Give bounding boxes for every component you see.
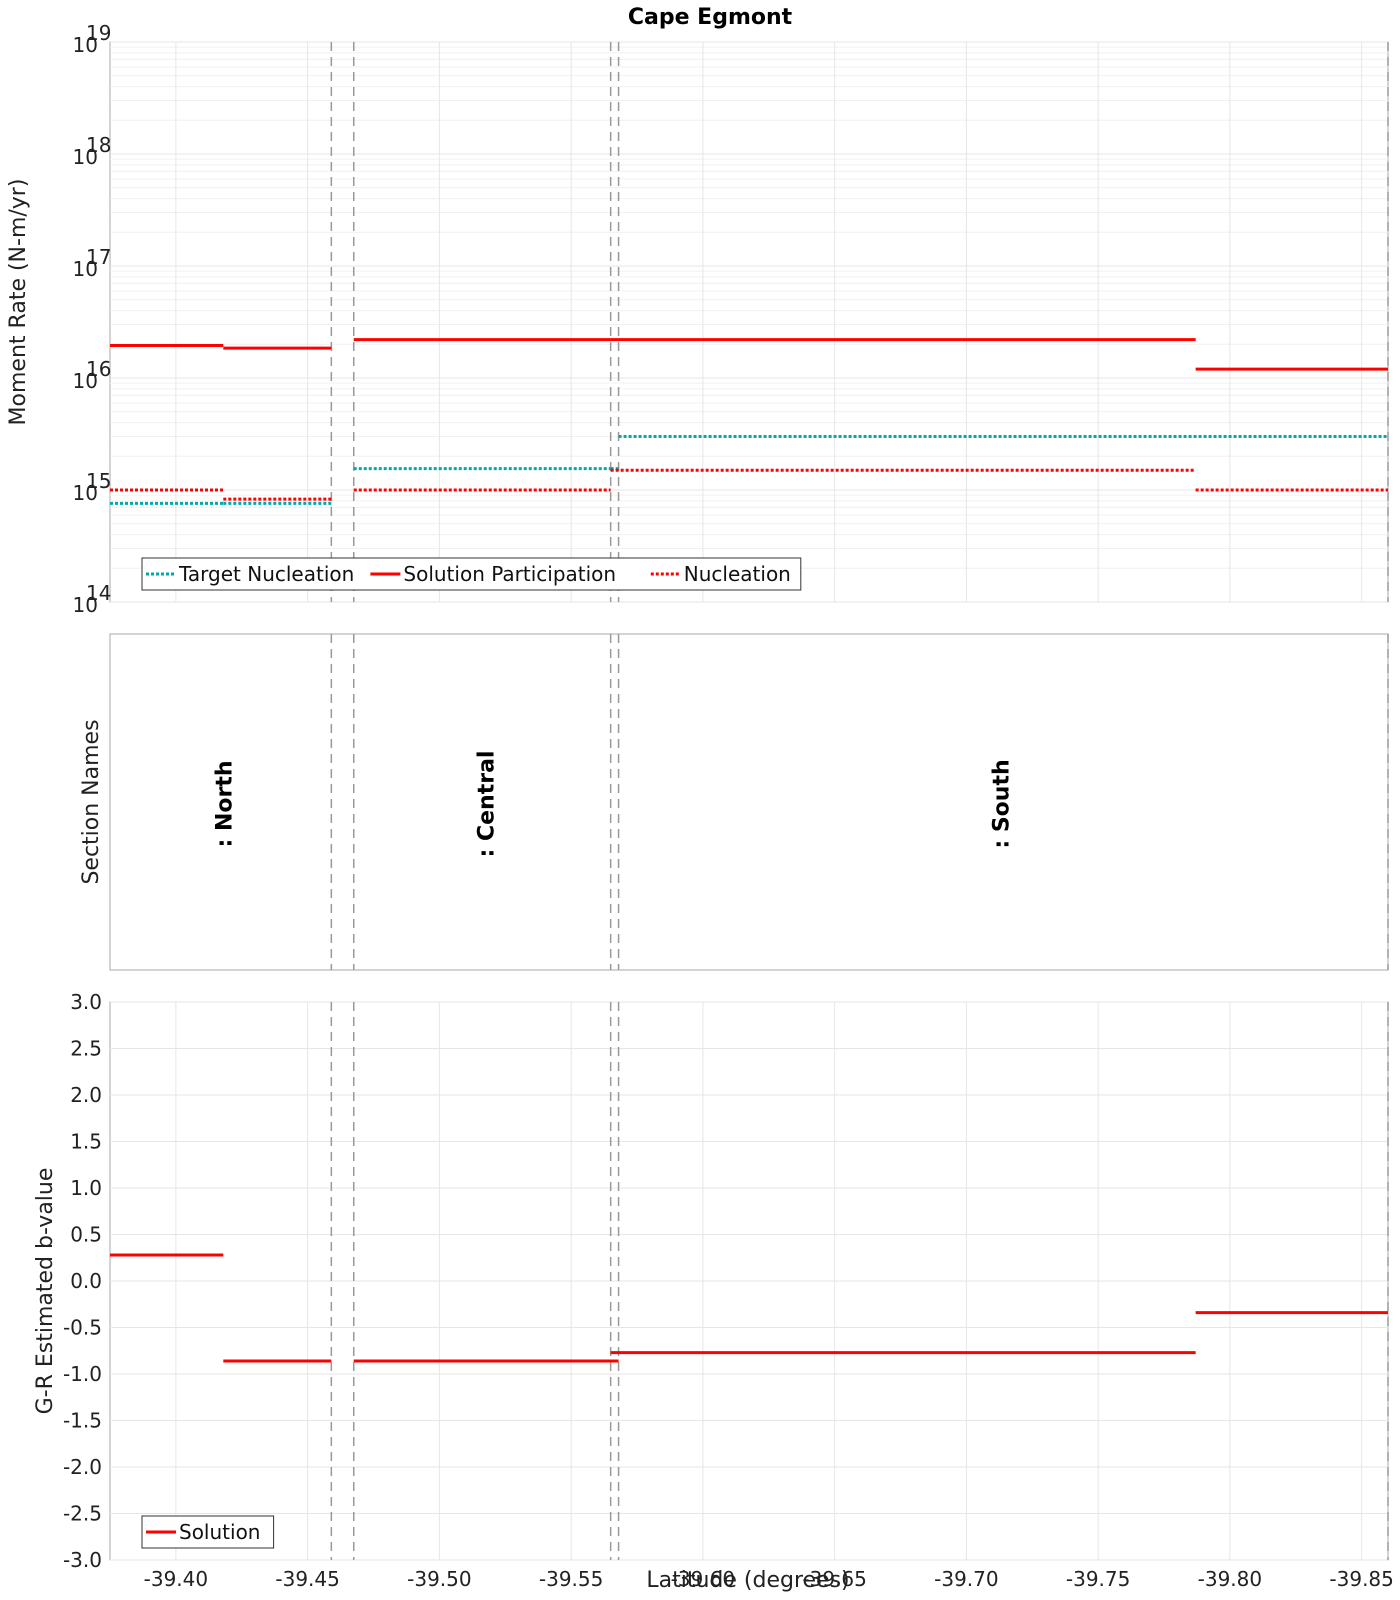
moment-plot-area: [109, 41, 1389, 603]
y-tick-label: -1.0: [63, 1362, 102, 1386]
y-tick-label: -1.5: [63, 1409, 102, 1433]
y-tick-exponent: 15: [86, 469, 111, 493]
y-tick-label: 1.0: [70, 1176, 102, 1200]
x-tick-label: -39.55: [539, 1567, 603, 1591]
sections-y-axis-title: Section Names: [79, 719, 104, 884]
y-tick-label: -3.0: [63, 1548, 102, 1572]
x-axis-title: Latitude (degrees): [646, 1568, 849, 1593]
y-tick-label: 1.5: [70, 1130, 102, 1154]
y-tick-label: 0.0: [70, 1269, 102, 1293]
y-tick-exponent: 17: [86, 245, 111, 269]
legend-box: [141, 557, 802, 591]
x-tick-label: -39.70: [934, 1567, 998, 1591]
legend-label: Nucleation: [684, 562, 791, 586]
x-tick-label: -39.80: [1198, 1567, 1262, 1591]
section-name-label: : North: [212, 760, 237, 847]
y-tick-label: -0.5: [63, 1316, 102, 1340]
x-tick-label: -39.75: [1066, 1567, 1130, 1591]
y-tick-exponent: 16: [86, 357, 111, 381]
y-tick-label: 2.0: [70, 1083, 102, 1107]
x-tick-label: -39.60: [671, 1567, 735, 1591]
plot-title: Cape Egmont: [628, 5, 793, 30]
legend-label: Target Nucleation: [178, 562, 354, 586]
y-tick-label: 3.0: [70, 990, 102, 1014]
y-tick-label: 10: [73, 145, 98, 169]
x-tick-label: -39.85: [1329, 1567, 1393, 1591]
y-tick-exponent: 18: [86, 133, 111, 157]
b-value-y-axis-title: G-R Estimated b-value: [33, 1168, 58, 1415]
y-tick-label: 10: [73, 257, 98, 281]
y-tick-label: 10: [73, 369, 98, 393]
b-value-panel: 3.0 2.5 2.0 1.5 1.0 0.5 0.0 -0.5 -1.0 -1.5 -2.0 -2.…: [33, 990, 1394, 1591]
x-tick-label: -39.45: [275, 1567, 339, 1591]
y-tick-label: -2.5: [63, 1502, 102, 1526]
section-name-label: : South: [990, 759, 1015, 848]
legend-label: Solution Participation: [403, 562, 616, 586]
y-tick-exponent: 19: [86, 21, 111, 45]
y-tick-label: 10: [73, 593, 98, 617]
x-tick-label: -39.50: [407, 1567, 471, 1591]
x-tick-label: -39.65: [802, 1567, 866, 1591]
legend: Target Nucleation Solution Participation N…: [141, 557, 802, 591]
moment-y-axis-title: Moment Rate (N-m/yr): [6, 179, 31, 426]
y-tick-label: -2.0: [63, 1455, 102, 1479]
y-tick-label: 0.5: [70, 1223, 102, 1247]
section-names-panel: : North : Central : South Section Names: [79, 633, 1389, 971]
y-tick-label: 10: [73, 33, 98, 57]
legend-label: Solution: [179, 1520, 260, 1544]
y-tick-label: 10: [73, 481, 98, 505]
x-tick-label: -39.40: [144, 1567, 208, 1591]
legend: Solution: [141, 1515, 275, 1549]
sections-plot-area: [109, 633, 1389, 971]
section-name-label: : Central: [474, 751, 499, 858]
y-tick-exponent: 14: [86, 581, 111, 605]
y-tick-label: 2.5: [70, 1037, 102, 1061]
